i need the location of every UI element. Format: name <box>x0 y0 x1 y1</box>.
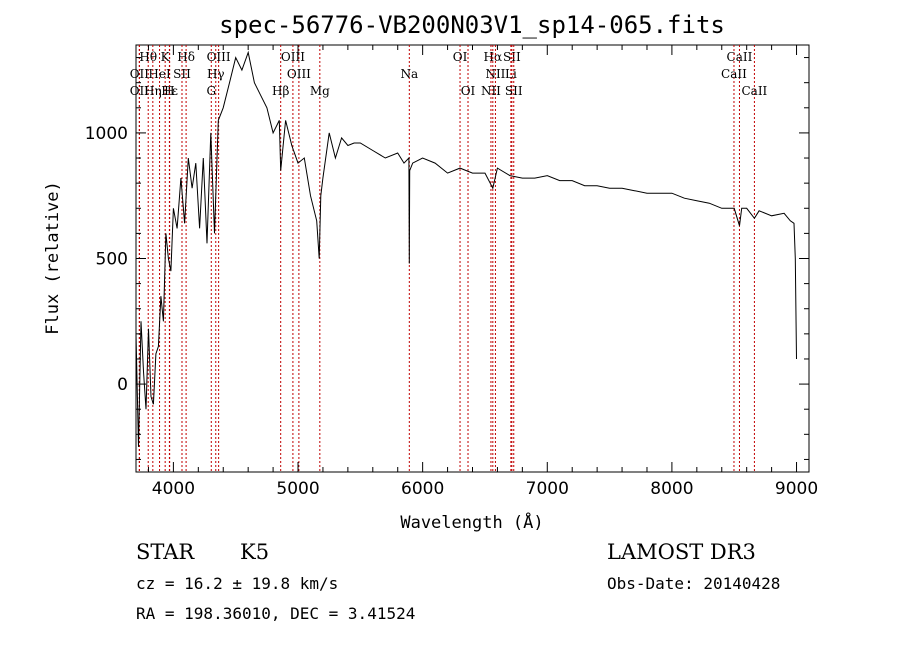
y-axis-label: Flux (relative) <box>43 181 63 335</box>
line-marker-label: Hγ <box>207 67 225 81</box>
observation-date: Obs-Date: 20140428 <box>607 574 780 593</box>
chart-title: spec-56776-VB200N03V1_sp14-065.fits <box>219 11 725 39</box>
line-marker-label: Mg <box>310 84 330 98</box>
redshift-info: cz = 16.2 ± 19.8 km/s <box>136 574 338 593</box>
line-marker-label: HeI <box>148 67 171 81</box>
line-marker-label: OIII <box>281 50 305 64</box>
x-tick-label: 7000 <box>526 479 569 499</box>
axis-ticks: 4000 5000 6000 7000 8000 9000 0 500 1000 <box>85 45 818 499</box>
line-marker-label: H <box>164 84 174 98</box>
line-marker-label: SII <box>503 50 521 64</box>
line-marker-label: CaII <box>727 50 753 64</box>
line-marker-label: Hα <box>484 50 503 64</box>
line-marker-label: K <box>161 50 171 64</box>
line-marker-label: CaII <box>741 84 767 98</box>
line-marker-label: OIII <box>207 50 231 64</box>
x-tick-label: 5000 <box>276 479 319 499</box>
spectrum-line <box>135 50 797 447</box>
line-marker-label: Hδ <box>177 50 195 64</box>
line-marker-label: NII <box>481 84 501 98</box>
line-marker-label: Hβ <box>272 84 289 98</box>
line-marker-label: G <box>206 84 216 98</box>
line-marker-label: Na <box>400 67 418 81</box>
coordinates: RA = 198.36010, DEC = 3.41524 <box>136 604 415 623</box>
object-class: STAR <box>136 540 195 564</box>
line-marker-label: Hη <box>144 84 162 98</box>
survey-name: LAMOST DR3 <box>607 540 756 564</box>
x-tick-label: 8000 <box>650 479 693 499</box>
line-marker-label: OI <box>453 50 468 64</box>
line-marker-label: CaII <box>721 67 747 81</box>
x-tick-label: 4000 <box>152 479 195 499</box>
object-subclass: K5 <box>240 540 269 564</box>
line-marker-label: SII <box>173 67 191 81</box>
line-marker-label: Li <box>505 67 517 81</box>
x-tick-label: 6000 <box>401 479 444 499</box>
line-marker-label: OIII <box>287 67 311 81</box>
plot-frame <box>135 44 810 473</box>
line-marker-label: OII <box>130 84 150 98</box>
line-marker-label: NII <box>485 67 505 81</box>
y-tick-label: 1000 <box>85 124 128 144</box>
line-marker-label: OI <box>461 84 476 98</box>
x-tick-label: 9000 <box>775 479 818 499</box>
y-tick-label: 500 <box>96 250 128 270</box>
y-tick-label: 0 <box>117 375 128 395</box>
x-axis-label: Wavelength (Å) <box>400 511 543 533</box>
line-marker-label: Hθ <box>139 50 157 64</box>
line-marker-label: SII <box>505 84 523 98</box>
